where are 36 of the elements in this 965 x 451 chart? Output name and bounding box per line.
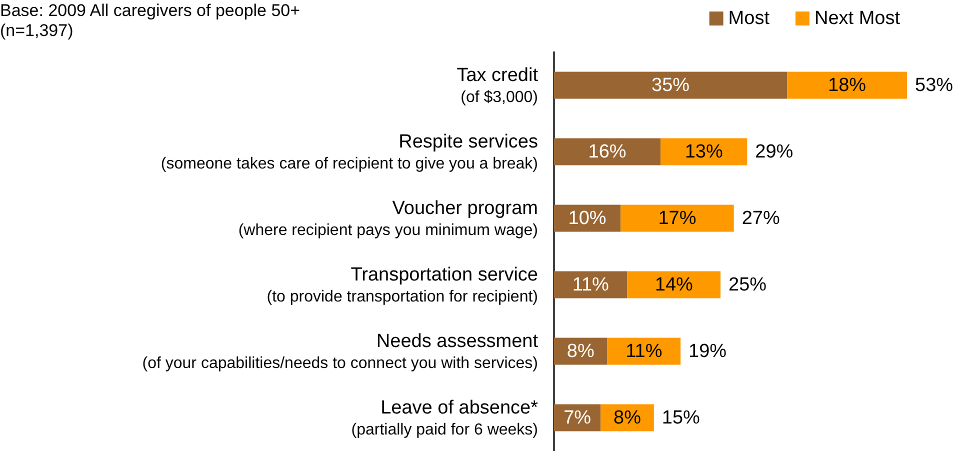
y-tick-label: Respite services (someone takes care of recipient to give you a break): [160, 131, 538, 172]
total-label: 53%: [915, 74, 954, 96]
data-label: 8%: [566, 340, 594, 362]
data-label: 16%: [588, 141, 626, 162]
bar: [620, 204, 734, 232]
data-label: 8%: [614, 407, 642, 428]
bar: [554, 271, 628, 298]
legend-label: Next Most: [814, 8, 901, 29]
total-label: 15%: [662, 407, 700, 428]
bar: [554, 72, 788, 99]
text: (n=1,397): [0, 21, 74, 40]
total-label: 25%: [728, 274, 767, 296]
total-label: 29%: [755, 141, 794, 162]
data-label: 18%: [828, 74, 866, 96]
data-label: 14%: [654, 274, 694, 296]
y-tick-label: Voucher program (where recipient pays you minimum wage): [238, 198, 538, 239]
total-label: 19%: [688, 340, 727, 362]
data-label: 11%: [626, 340, 662, 362]
y-tick-label: Needs assessment (of your capabilities/needs to connect you with services): [142, 330, 539, 372]
data-label: 11%: [572, 274, 610, 296]
data-label: 7%: [564, 407, 592, 428]
data-label: 17%: [658, 208, 696, 229]
bar: [554, 138, 661, 166]
y-tick-label: Tax credit (of $3,000): [456, 64, 539, 106]
bar: [660, 138, 748, 166]
bar: [787, 72, 907, 99]
y-tick-label: Leave of absence* (partially paid for 6 weeks): [351, 397, 539, 438]
text: Base: 2009 All caregivers of people 50+: [0, 1, 300, 20]
data-label: 35%: [652, 74, 690, 96]
bar: [607, 338, 681, 365]
bar: [627, 271, 721, 298]
legend-label: Most: [728, 8, 770, 29]
y-tick-label: Transportation service (to provide transportation for recipient): [266, 264, 538, 306]
total-label: 27%: [742, 208, 780, 229]
data-label: 10%: [568, 208, 606, 229]
data-label: 13%: [684, 141, 723, 162]
